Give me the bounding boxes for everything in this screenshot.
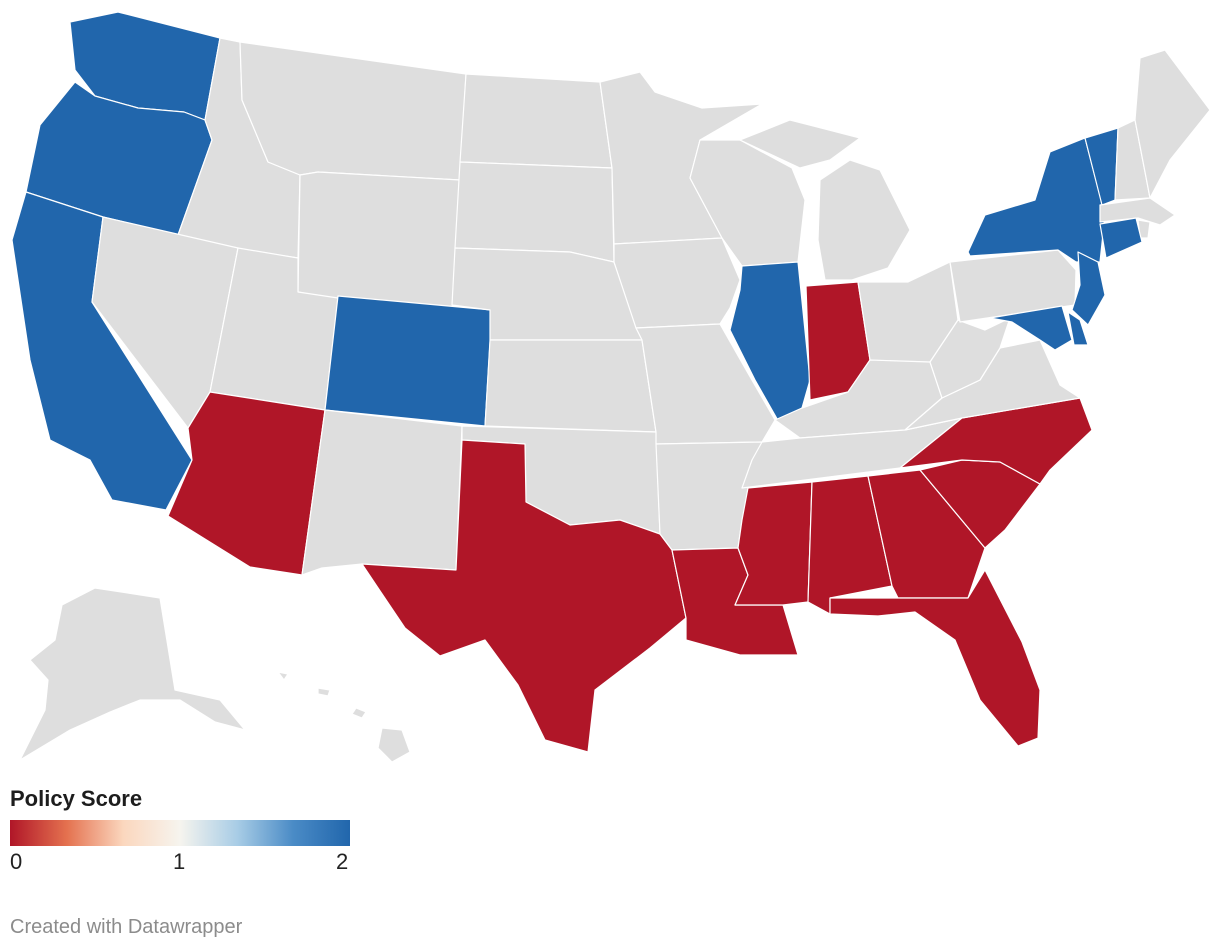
state-iowa[interactable] bbox=[613, 237, 741, 329]
state-north-carolina[interactable] bbox=[899, 397, 1093, 485]
legend-tick-2: 2 bbox=[336, 849, 349, 874]
state-delaware[interactable] bbox=[1067, 311, 1089, 346]
state-hawaii[interactable] bbox=[277, 671, 411, 763]
state-michigan-upper[interactable] bbox=[739, 119, 861, 169]
legend-color-scale bbox=[10, 820, 350, 846]
legend-gradient-bar bbox=[10, 820, 350, 846]
state-pennsylvania[interactable] bbox=[949, 249, 1077, 323]
state-florida[interactable] bbox=[829, 569, 1041, 747]
state-texas[interactable] bbox=[361, 439, 687, 753]
states-layer bbox=[11, 11, 1211, 763]
state-maine[interactable] bbox=[1134, 49, 1211, 199]
state-new-york[interactable] bbox=[967, 137, 1106, 263]
credit-text[interactable]: Created with Datawrapper bbox=[10, 916, 243, 938]
state-michigan[interactable] bbox=[817, 159, 911, 281]
state-connecticut[interactable] bbox=[1099, 217, 1143, 259]
state-wyoming[interactable] bbox=[297, 171, 461, 313]
state-mississippi[interactable] bbox=[734, 481, 813, 606]
state-massachusetts[interactable] bbox=[1099, 197, 1176, 226]
state-new-mexico[interactable] bbox=[301, 409, 463, 576]
state-kansas[interactable] bbox=[484, 339, 657, 433]
legend-title: Policy Score bbox=[10, 786, 143, 811]
state-maryland[interactable] bbox=[989, 305, 1073, 351]
state-south-dakota[interactable] bbox=[454, 161, 615, 263]
legend-tick-0: 0 bbox=[10, 849, 23, 874]
state-alaska[interactable] bbox=[19, 587, 246, 761]
state-new-jersey[interactable] bbox=[1071, 251, 1106, 326]
state-north-dakota[interactable] bbox=[459, 73, 613, 169]
state-montana[interactable] bbox=[239, 41, 467, 181]
state-colorado[interactable] bbox=[324, 295, 493, 427]
legend-tick-1: 1 bbox=[173, 849, 186, 874]
us-choropleth-map bbox=[11, 11, 1211, 763]
